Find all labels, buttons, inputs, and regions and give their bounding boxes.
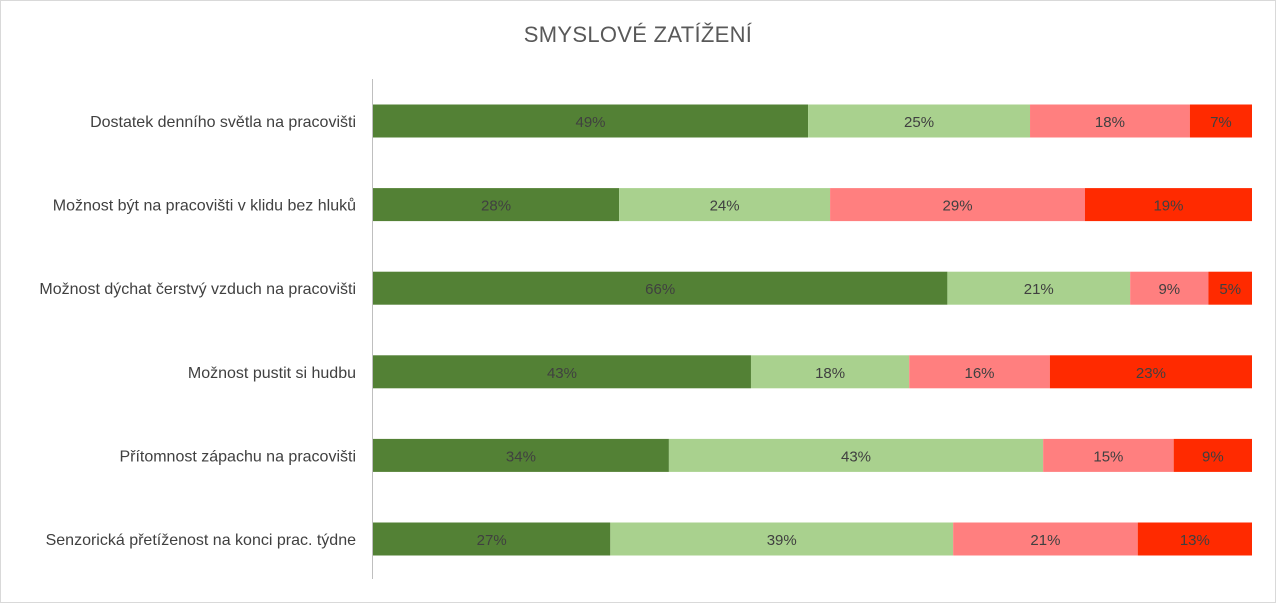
data-label: 29%	[943, 198, 973, 215]
data-label: 25%	[904, 114, 934, 131]
bar-segment	[947, 271, 1131, 305]
data-label: 7%	[1210, 114, 1232, 131]
data-label: 24%	[710, 198, 740, 215]
bar-segment	[373, 438, 669, 472]
bar-segment	[953, 522, 1138, 556]
chart-title: SMYSLOVÉ ZATÍŽENÍ	[523, 22, 753, 47]
bar-segment	[808, 104, 1031, 138]
bar-group: 49% 25% 18% 7% 28% 24% 29% 19% 66% 21% 9% 5% 43% 18% 1…	[373, 104, 1252, 556]
data-label: 27%	[477, 532, 507, 549]
data-label: 43%	[547, 365, 577, 382]
data-label: 19%	[1153, 198, 1183, 215]
bar-segment	[1189, 104, 1252, 138]
data-label: 9%	[1202, 448, 1224, 465]
data-label: 66%	[645, 281, 675, 298]
data-label: 39%	[767, 532, 797, 549]
data-label: 16%	[964, 365, 994, 382]
category-label: Dostatek denního světla na pracovišti	[90, 114, 356, 131]
bar-segment	[619, 188, 831, 222]
category-label: Možnost dýchat čerstvý vzduch na pracovi…	[39, 281, 356, 298]
data-label: 15%	[1093, 448, 1123, 465]
bar-segment	[373, 355, 751, 389]
bar-segment	[373, 188, 620, 222]
category-label: Možnost pustit si hudbu	[188, 365, 356, 382]
bar-segment	[1208, 271, 1252, 305]
bar-segment	[1173, 438, 1252, 472]
bar-segment	[909, 355, 1050, 389]
data-label: 43%	[841, 448, 871, 465]
bar-segment	[830, 188, 1085, 222]
data-label: 49%	[576, 114, 606, 131]
bar-segment	[1049, 355, 1252, 389]
bar-segment	[668, 438, 1044, 472]
category-label: Možnost být na pracovišti v klidu bez hl…	[53, 197, 356, 215]
bar-segment	[1130, 271, 1209, 305]
bar-segment	[1043, 438, 1174, 472]
bar-segment	[1137, 522, 1252, 556]
data-label: 5%	[1219, 281, 1241, 298]
data-label: 23%	[1136, 365, 1166, 382]
data-label: 18%	[1095, 114, 1125, 131]
bar-segment	[610, 522, 954, 556]
data-label: 13%	[1180, 532, 1210, 549]
bar-segment	[373, 271, 948, 305]
bar-segment	[373, 104, 809, 138]
bar-segment	[1030, 104, 1190, 138]
bar-segment	[750, 355, 910, 389]
category-label: Přítomnost zápachu na pracovišti	[119, 448, 356, 465]
bar-segment	[373, 522, 611, 556]
data-label: 28%	[481, 198, 511, 215]
data-label: 9%	[1158, 281, 1180, 298]
data-label: 18%	[815, 365, 845, 382]
category-label: Senzorická přetíženost na konci prac. tý…	[46, 532, 356, 549]
data-label: 21%	[1024, 281, 1054, 298]
data-label: 34%	[506, 448, 536, 465]
bar-segment	[1084, 188, 1252, 222]
data-label: 21%	[1030, 532, 1060, 549]
